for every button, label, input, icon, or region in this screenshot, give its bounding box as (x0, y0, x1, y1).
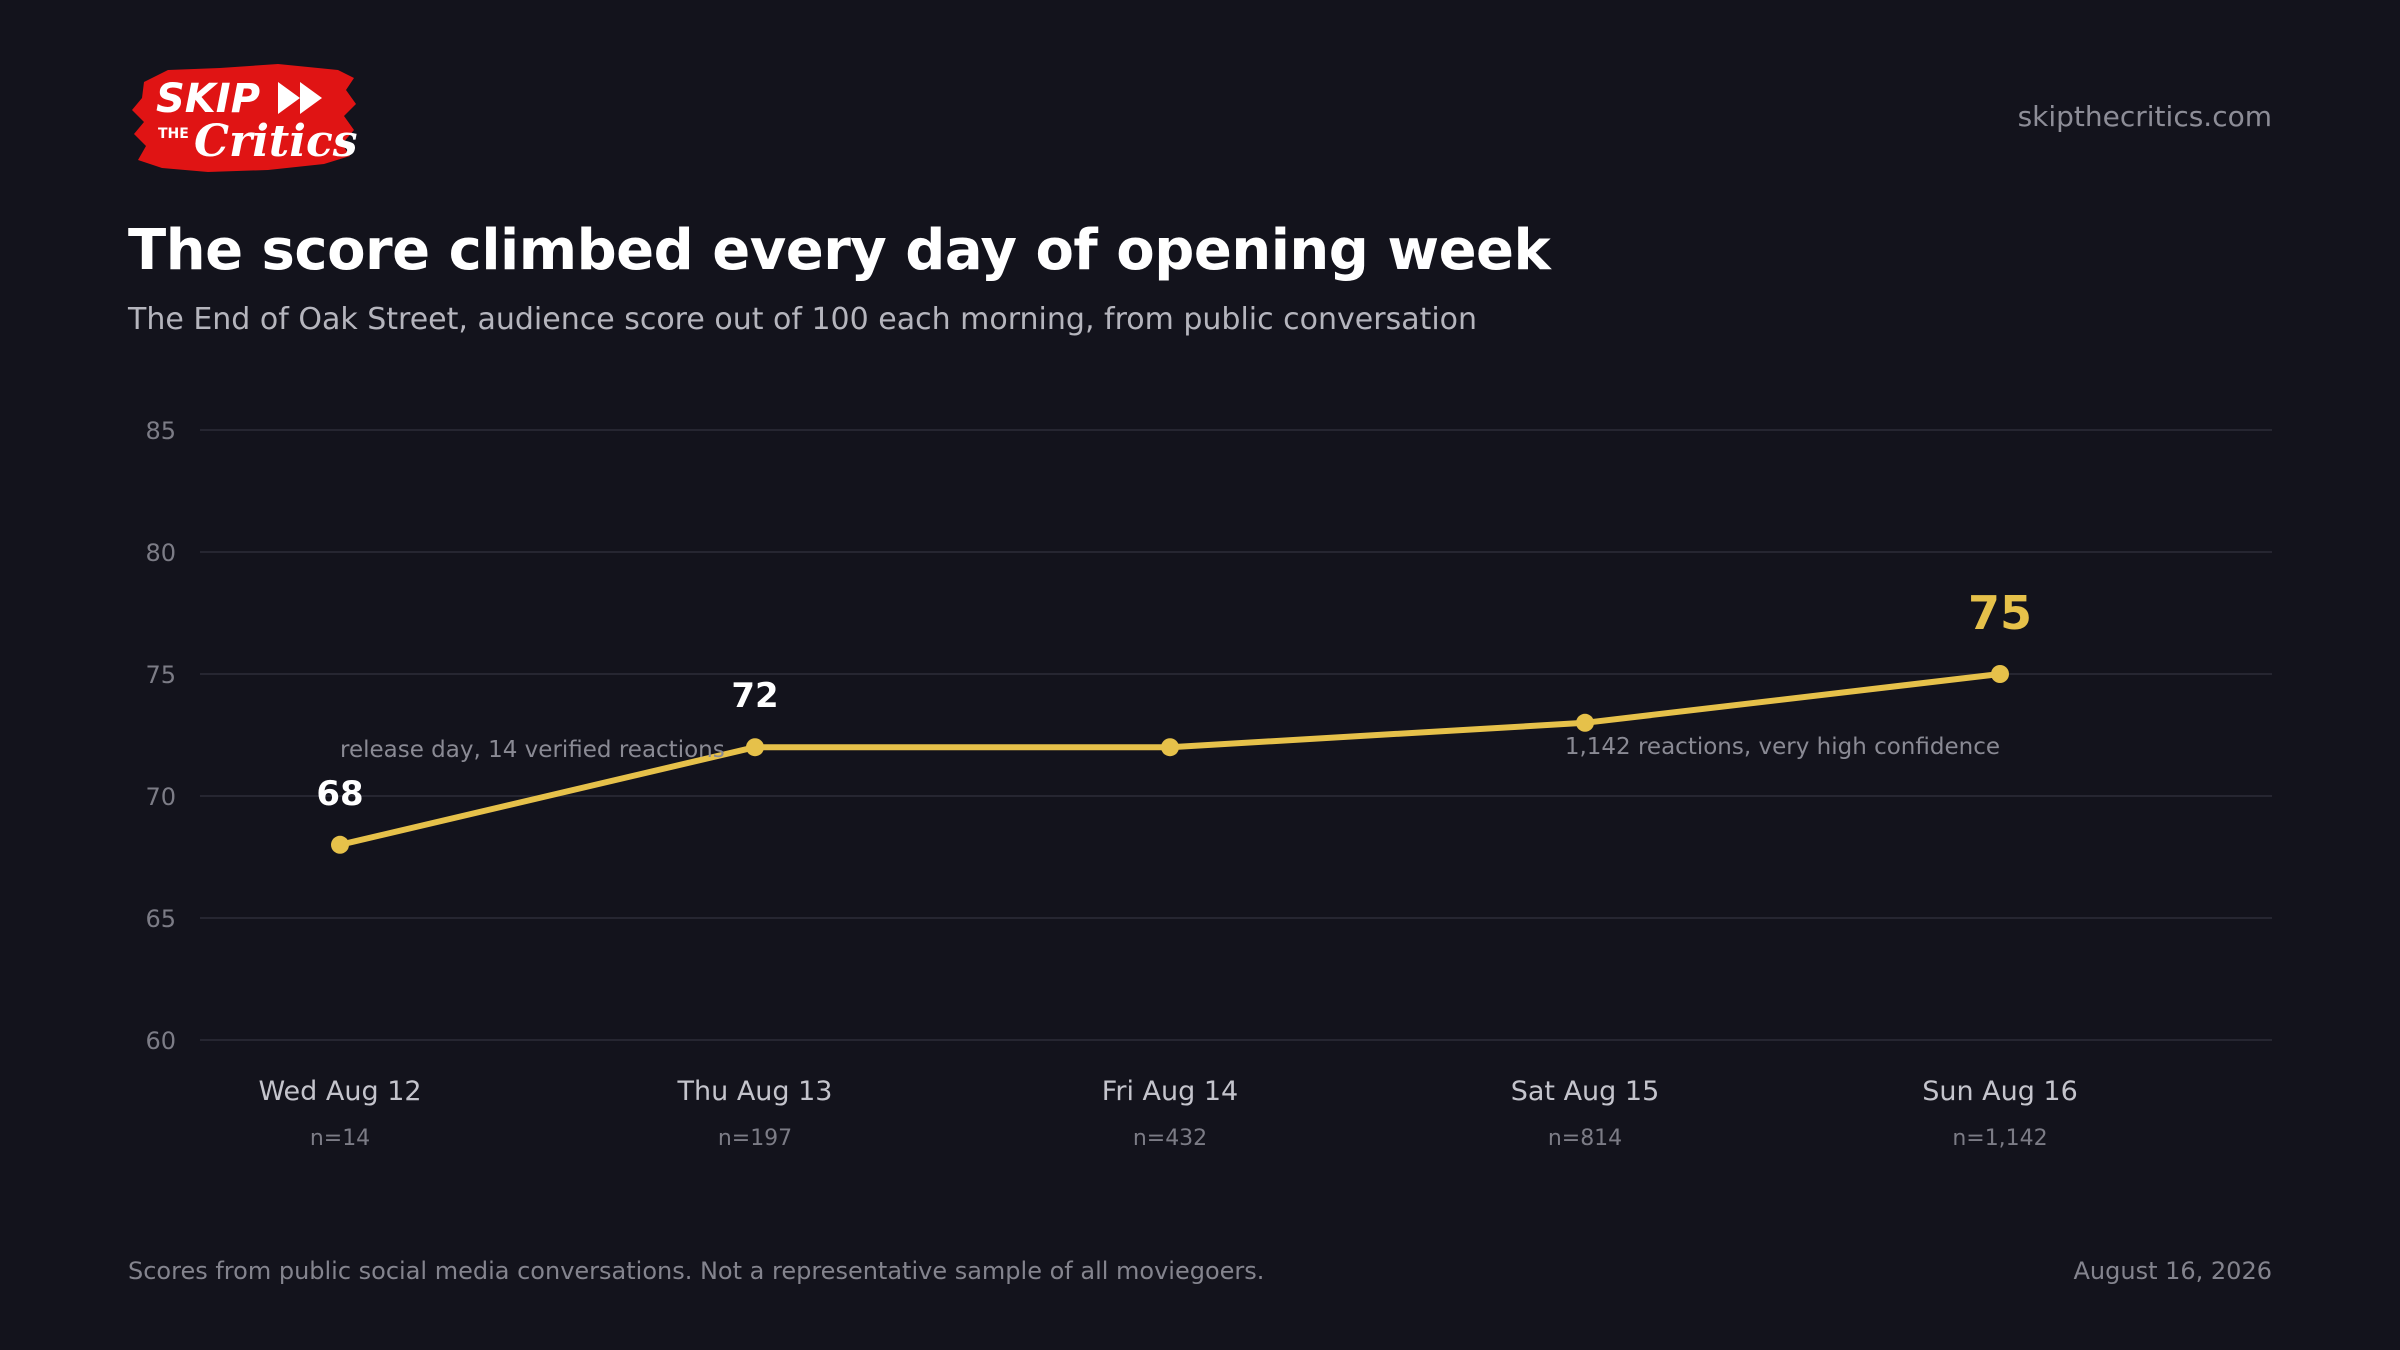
y-tick-label: 60 (145, 1027, 176, 1055)
x-tick-label: Wed Aug 12 (258, 1076, 421, 1107)
data-label: 68 (316, 774, 363, 814)
y-tick-label: 65 (145, 905, 176, 933)
sample-size-label: n=1,142 (1952, 1126, 2047, 1151)
fast-forward-icon (278, 82, 322, 114)
point-layer (331, 665, 2009, 854)
x-tick-label: Thu Aug 13 (677, 1076, 833, 1107)
footnote: Scores from public social media conversa… (128, 1257, 1265, 1285)
logo-skip-text: SKIP (156, 76, 260, 122)
y-tick-label: 85 (145, 417, 176, 445)
annotation-high-confidence: 1,142 reactions, very high confidence (1565, 734, 2000, 760)
grid-layer: 60 65 70 75 80 85 (145, 417, 2272, 1055)
logo-critics-text: Critics (194, 116, 358, 167)
publish-date: August 16, 2026 (2073, 1257, 2273, 1285)
y-tick-label: 75 (145, 661, 176, 689)
data-label: 72 (731, 676, 778, 716)
chart-title: The score climbed every day of opening w… (128, 218, 1551, 283)
sample-size-label: n=197 (718, 1126, 792, 1151)
brand-logo: SKIP THE Critics (132, 64, 358, 172)
sample-size-label: n=814 (1548, 1126, 1622, 1151)
sample-size-label: n=14 (310, 1126, 370, 1151)
label-layer: Wed Aug 12 n=14 Thu Aug 13 n=197 Fri Aug 14 n… (258, 586, 2077, 1151)
y-tick-label: 80 (145, 539, 176, 567)
x-tick-label: Sat Aug 15 (1511, 1076, 1660, 1107)
data-label: 75 (1968, 586, 2032, 640)
annotation-release-day: release day, 14 verified reactions (340, 737, 725, 763)
data-point (1161, 738, 1179, 757)
data-point (331, 835, 349, 854)
x-tick-label: Fri Aug 14 (1102, 1076, 1238, 1107)
data-point (1991, 665, 2009, 683)
data-point (1576, 713, 1594, 732)
x-tick-label: Sun Aug 16 (1922, 1076, 2078, 1107)
data-point (746, 738, 764, 757)
logo-the-text: THE (158, 126, 189, 142)
y-tick-label: 70 (145, 783, 176, 811)
site-url: skipthecritics.com (2017, 100, 2272, 133)
sample-size-label: n=432 (1133, 1126, 1207, 1151)
chart-subtitle: The End of Oak Street, audience score ou… (128, 302, 1478, 337)
